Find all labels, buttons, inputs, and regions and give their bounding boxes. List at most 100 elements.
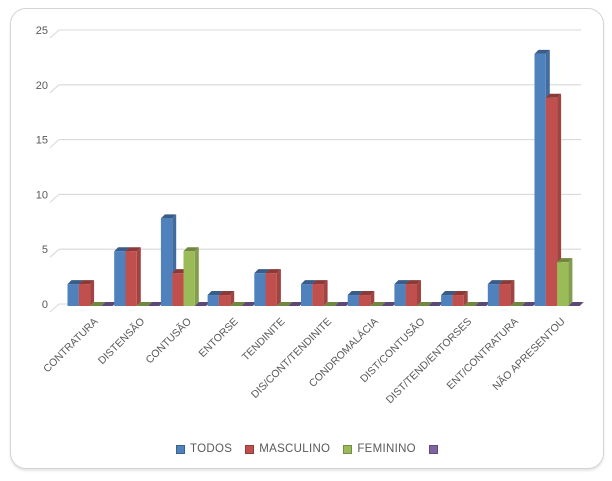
bar-zero-feminino <box>370 302 386 306</box>
bar-cap <box>125 247 141 252</box>
bar-todos <box>67 284 79 306</box>
bar-zero-unlabeled <box>241 302 257 306</box>
y-tick-label: 0 <box>42 299 48 311</box>
bar-zero-feminino <box>90 302 106 306</box>
category-label: CONTRATURA <box>41 316 100 375</box>
bar-zero-feminino <box>463 302 479 306</box>
y-tick-label: 5 <box>42 244 48 256</box>
bar-cap <box>405 280 421 285</box>
bar-todos <box>254 273 266 306</box>
bar-side <box>90 280 95 306</box>
bar-cap <box>312 280 328 285</box>
y-tick-label: 10 <box>36 189 48 201</box>
bar-cap <box>347 291 363 296</box>
y-tick-label: 20 <box>36 80 48 92</box>
bar-side <box>194 247 199 306</box>
bar-todos <box>160 218 173 306</box>
legend-item-masculino: MASCULINO <box>245 443 330 455</box>
bar-feminino <box>183 251 195 306</box>
bar-masculino <box>125 251 137 306</box>
bar-zero-unlabeled <box>148 302 164 306</box>
bar-zero-unlabeled <box>288 302 304 306</box>
bar-zero-unlabeled <box>428 302 444 306</box>
chart-legend: TODOS MASCULINO FEMININO <box>11 443 603 455</box>
bar-side <box>568 258 573 306</box>
bar-zero-unlabeled <box>568 302 584 306</box>
legend-item-feminino: FEMININO <box>343 443 416 455</box>
bar-zero-feminino <box>323 302 339 306</box>
bar-cap <box>78 280 95 285</box>
bar-cap <box>160 214 177 219</box>
gridline-slant-tick <box>49 248 60 258</box>
bar-zero-feminino <box>136 302 153 306</box>
bar-side <box>230 291 235 306</box>
bar-cap <box>359 291 375 296</box>
bar-cap <box>254 269 270 274</box>
bar-todos <box>441 295 453 306</box>
bar-masculino <box>359 295 371 306</box>
bar-zero-unlabeled <box>521 302 537 306</box>
legend-swatch <box>343 444 353 454</box>
legend-label: MASCULINO <box>259 443 331 455</box>
bar-cap <box>487 280 504 285</box>
bar-masculino <box>218 295 231 306</box>
chart-frame: 0 5 10 15 20 25 CONTRATURA DISTENSÃO CONTUSÃO ENT… <box>10 8 604 469</box>
bar-cap <box>452 291 468 296</box>
bar-masculino <box>405 284 417 306</box>
bar-cap <box>265 269 281 274</box>
bar-todos <box>394 284 406 306</box>
legend-swatch <box>245 444 255 454</box>
bar-cap <box>183 247 199 252</box>
bar-zero-feminino <box>276 302 293 306</box>
bar-masculino <box>265 273 277 306</box>
bar-cap <box>499 280 515 285</box>
bar-zero-feminino <box>510 302 526 306</box>
bar-cap <box>545 93 562 98</box>
bar-cap <box>114 247 130 252</box>
bar-zero-unlabeled <box>194 302 211 306</box>
gridline-slant-tick <box>49 193 60 203</box>
y-tick-label: 15 <box>36 135 48 147</box>
legend-item-todos: TODOS <box>176 443 232 455</box>
category-label: DIS/CONT/TENDINITE <box>249 316 334 401</box>
bar-side <box>510 280 515 306</box>
bar-zero-feminino <box>230 302 246 306</box>
y-tick-label: 25 <box>36 25 48 37</box>
legend-label: FEMININO <box>357 443 416 455</box>
legend-item-unlabeled <box>428 444 438 454</box>
category-label: DISTENSÃO <box>95 315 147 367</box>
bar-zero-feminino <box>417 302 433 306</box>
category-label: DIST/TEND/ENTORSES <box>384 316 474 406</box>
bar-cap <box>218 291 235 296</box>
category-label: TENDINITE <box>240 316 288 364</box>
bar-feminino <box>557 262 569 306</box>
bar-cap <box>441 291 457 296</box>
gridline-slant-tick <box>49 303 60 313</box>
bar-todos <box>207 295 219 306</box>
legend-label: TODOS <box>190 443 233 455</box>
legend-swatch <box>428 444 438 454</box>
bar-side <box>417 280 421 306</box>
bar-side <box>323 280 328 306</box>
bar-todos <box>487 284 500 306</box>
bar-cap <box>67 280 83 285</box>
gridline-slant-tick <box>49 139 60 149</box>
bar-masculino <box>312 284 324 306</box>
bar-cap <box>394 280 410 285</box>
bar-todos <box>114 251 126 306</box>
bar-side <box>370 291 375 306</box>
bar-zero-unlabeled <box>381 302 397 306</box>
bar-todos <box>534 53 546 306</box>
bar-cap <box>301 280 317 285</box>
bar-side <box>136 247 141 306</box>
bar-zero-unlabeled <box>334 302 351 306</box>
bar-cap <box>557 258 573 263</box>
bar-zero-unlabeled <box>475 302 491 306</box>
bar-todos <box>301 284 313 306</box>
bar-masculino <box>172 273 184 306</box>
bar-side <box>463 291 468 306</box>
gridline-slant-tick <box>49 84 60 94</box>
bar-masculino <box>452 295 464 306</box>
bar-cap <box>207 291 223 296</box>
